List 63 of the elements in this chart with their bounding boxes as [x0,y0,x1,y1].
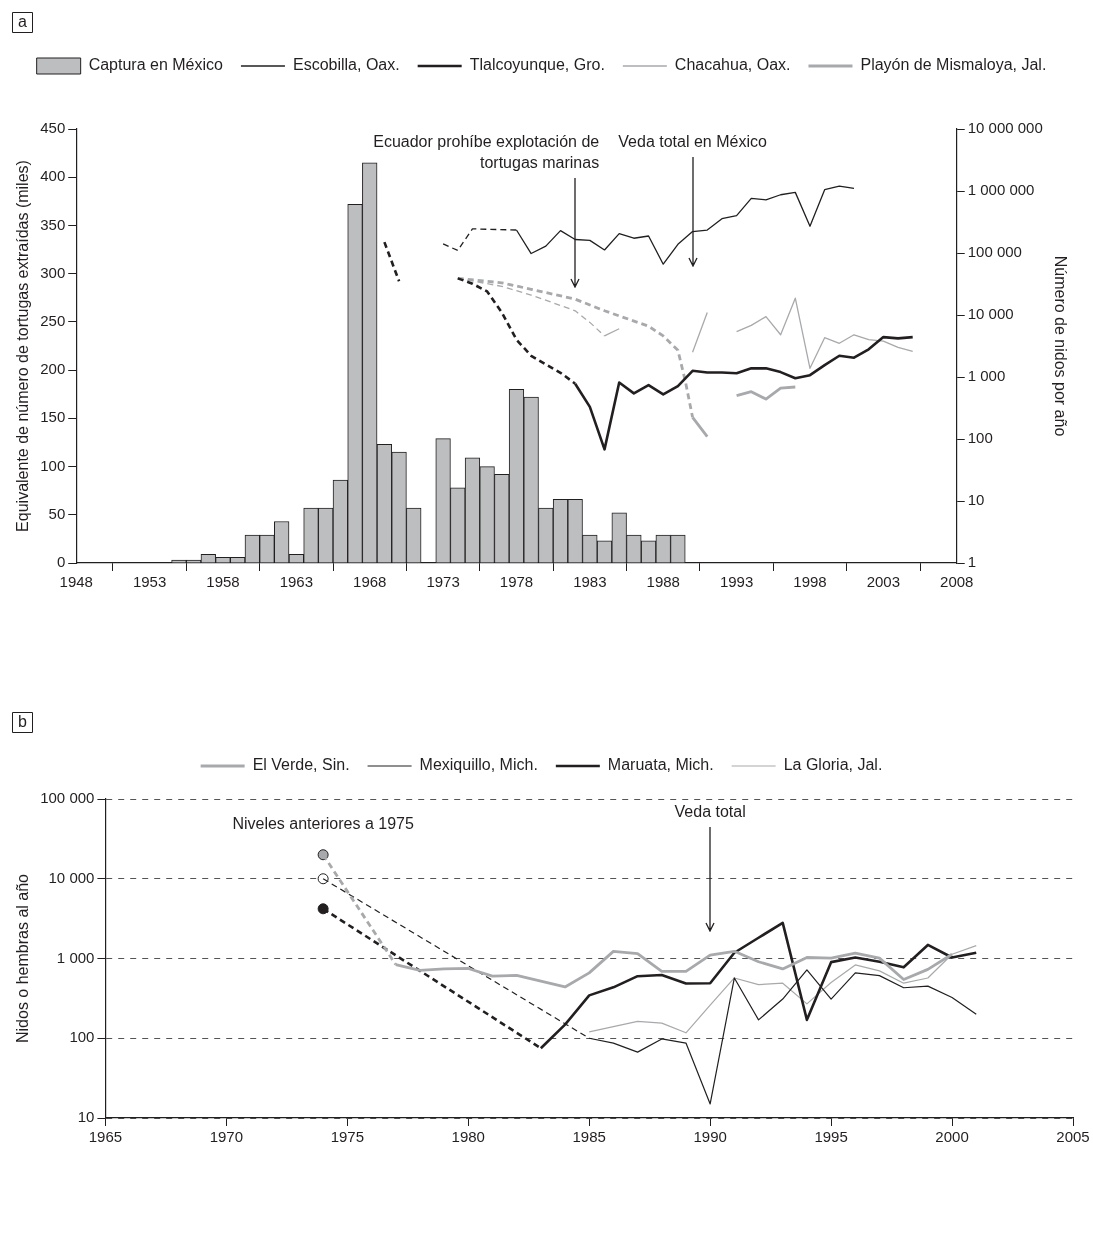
y-tick-label: 150 [40,408,66,426]
x-tick-label: 1968 [353,573,387,591]
x-tick-label: 1953 [132,573,167,591]
legend-label: Mexiquillo, Mich. [419,756,538,774]
y-tick-label: 300 [40,263,66,281]
y-tick-label: 100 [69,1028,95,1046]
ref-line-label: Veda total en México [618,133,767,151]
legend-label: Maruata, Mich. [607,756,714,774]
ref-line-label: Veda total [674,803,746,821]
y-tick-label: 1 000 [56,948,95,966]
x-tick-label: 1983 [573,573,607,591]
x-tick-label: 2008 [940,573,974,591]
legend-label: El Verde, Sin. [252,756,350,774]
x-tick-label: 1970 [209,1128,244,1146]
x-tick-label: 1988 [646,573,680,591]
legend-label: Playón de Mismaloya, Jal. [860,56,1047,74]
x-tick-label: 2003 [866,573,901,591]
y2-tick-label: 100 000 [967,243,1022,261]
y-tick-label: 0 [56,553,66,571]
y-tick-label: 200 [40,360,66,378]
x-tick-label: 2000 [935,1128,969,1146]
legend-label: Escobilla, Oax. [292,56,400,74]
x-tick-label: 1998 [793,573,827,591]
y2-tick-label: 10 000 [967,305,1014,323]
x-tick-label: 1985 [572,1128,606,1146]
x-tick-label: 2005 [1056,1128,1090,1146]
y-tick-label: 250 [40,312,66,330]
y-axis-title: Nidos o hembras al año [14,873,32,1043]
legend-label: Captura en México [88,56,224,74]
y2-tick-label: 100 [967,429,993,447]
x-tick-label: 1958 [206,573,240,591]
y-tick-label: 10 000 [48,868,95,886]
y2-tick-label: 10 000 000 [967,119,1043,137]
legend-label: Chacahua, Oax. [674,56,791,74]
x-tick-label: 1995 [814,1128,848,1146]
x-tick-label: 1990 [693,1128,727,1146]
y2-tick-label: 10 [967,491,985,509]
y2-tick-label: 1 000 000 [967,181,1035,199]
legend-label: La Gloria, Jal. [783,756,883,774]
x-tick-label: 1978 [499,573,534,591]
y-tick-label: 100 [40,456,66,474]
x-tick-label: 1980 [451,1128,485,1146]
y2-tick-label: 1 [967,553,977,571]
y2-tick-label: 1 000 [967,367,1006,385]
y2-axis-title: Número de nidos por año [1051,255,1069,437]
y-axis-title: Equivalente de número de tortugas extraídas (miles) [14,160,32,532]
x-tick-label: 1948 [59,573,93,591]
x-tick-label: 1975 [330,1128,364,1146]
legend-label: Tlalcoyunque, Gro. [469,56,605,74]
x-tick-label: 1963 [279,573,314,591]
y-tick-label: 450 [40,119,66,137]
y-tick-label: 100 000 [40,789,95,807]
x-tick-label: 1965 [88,1128,123,1146]
annotation: Niveles anteriores a 1975 [232,815,414,833]
text: b [18,713,28,731]
y-tick-label: 400 [40,167,66,185]
x-tick-label: 1993 [719,573,754,591]
y-tick-label: 50 [48,504,66,522]
y-tick-label: 10 [77,1108,95,1126]
y-tick-label: 350 [40,215,66,233]
text: a [18,13,28,31]
x-tick-label: 1973 [426,573,460,591]
ref-line-label: Ecuador prohíbe explotación de tortugas marinas [373,133,600,172]
